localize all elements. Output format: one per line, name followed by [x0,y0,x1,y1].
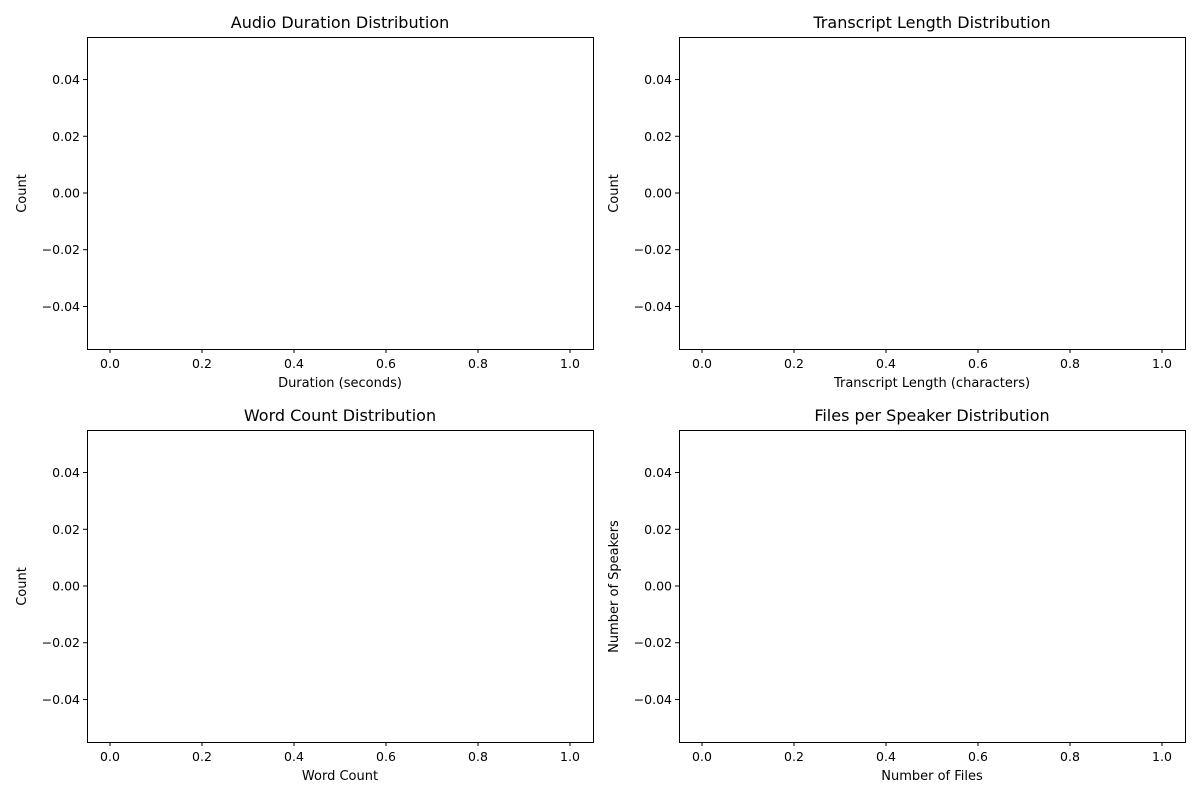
y-tick-label: −0.02 [634,242,672,257]
x-tick-label: 0.0 [692,356,712,371]
chart-title: Audio Duration Distribution [230,13,450,32]
x-tick-label: 0.4 [876,356,896,371]
x-tick-label: 0.4 [284,749,304,764]
x-axis-label: Duration (seconds) [278,376,402,391]
y-tick-label: −0.04 [634,299,672,314]
y-tick-label: 0.02 [644,522,672,537]
chart-title: Files per Speaker Distribution [814,406,1050,425]
x-tick-label: 1.0 [1152,356,1172,371]
y-tick-label: 0.00 [52,579,80,594]
y-tick-label: −0.04 [634,692,672,707]
y-tick-label: 0.04 [52,72,80,87]
y-tick-label: −0.02 [42,635,80,650]
x-tick-label: 1.0 [560,749,580,764]
x-tick-label: 0.6 [968,749,988,764]
y-tick-label: 0.00 [52,186,80,201]
x-axis-label: Transcript Length (characters) [833,376,1031,391]
x-axis-label: Number of Files [881,769,983,784]
x-tick-label: 0.4 [284,356,304,371]
x-tick-label: 0.6 [376,356,396,371]
x-tick-label: 0.8 [1060,356,1080,371]
x-tick-label: 0.6 [376,749,396,764]
chart-title: Word Count Distribution [243,406,437,425]
x-tick-label: 0.2 [192,749,212,764]
y-tick-label: −0.02 [42,242,80,257]
chart-title: Transcript Length Distribution [813,13,1051,32]
axes-frame [87,37,594,350]
y-tick-label: −0.04 [42,299,80,314]
y-tick-label: 0.00 [644,579,672,594]
x-tick-label: 0.8 [468,356,488,371]
x-tick-label: 0.0 [100,356,120,371]
x-tick-label: 0.6 [968,356,988,371]
x-tick-label: 0.8 [468,749,488,764]
axes-frame [679,430,1186,743]
x-tick-label: 1.0 [560,356,580,371]
axes-frame [679,37,1186,350]
y-tick-label: 0.04 [644,72,672,87]
x-tick-label: 0.4 [876,749,896,764]
x-tick-label: 0.0 [692,749,712,764]
y-tick-label: −0.04 [42,692,80,707]
x-axis-label: Word Count [301,769,379,784]
x-tick-label: 0.2 [784,749,804,764]
y-axis-label: Number of Speakers [606,519,622,653]
x-tick-label: 0.0 [100,749,120,764]
y-tick-label: 0.00 [644,186,672,201]
y-tick-label: 0.04 [52,465,80,480]
y-tick-label: 0.02 [52,522,80,537]
x-tick-label: 0.8 [1060,749,1080,764]
y-tick-label: 0.02 [644,129,672,144]
y-tick-label: −0.02 [634,635,672,650]
y-tick-label: 0.04 [644,465,672,480]
x-tick-label: 0.2 [784,356,804,371]
x-tick-label: 0.2 [192,356,212,371]
x-tick-label: 1.0 [1152,749,1172,764]
axes-frame [87,430,594,743]
y-tick-label: 0.02 [52,129,80,144]
